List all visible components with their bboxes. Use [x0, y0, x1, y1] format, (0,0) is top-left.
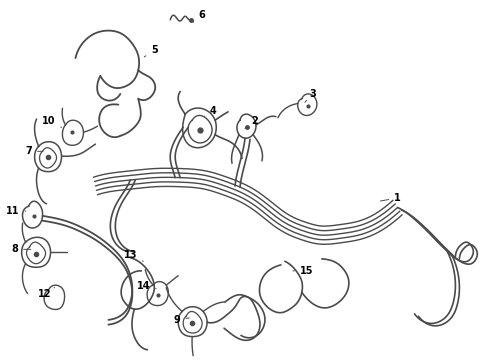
Text: 1: 1 — [380, 193, 401, 203]
Text: 8: 8 — [11, 244, 31, 254]
Text: 10: 10 — [42, 116, 62, 127]
Text: 6: 6 — [193, 10, 205, 22]
Text: 7: 7 — [25, 146, 43, 156]
Text: 2: 2 — [245, 116, 258, 129]
Text: 14: 14 — [137, 282, 156, 291]
Text: 12: 12 — [38, 288, 54, 298]
Text: 15: 15 — [293, 266, 314, 276]
Text: 4: 4 — [204, 106, 217, 116]
Text: 3: 3 — [305, 89, 316, 102]
Text: 13: 13 — [123, 250, 143, 261]
Text: 5: 5 — [144, 45, 158, 57]
Text: 11: 11 — [6, 206, 26, 216]
Text: 9: 9 — [174, 315, 190, 325]
